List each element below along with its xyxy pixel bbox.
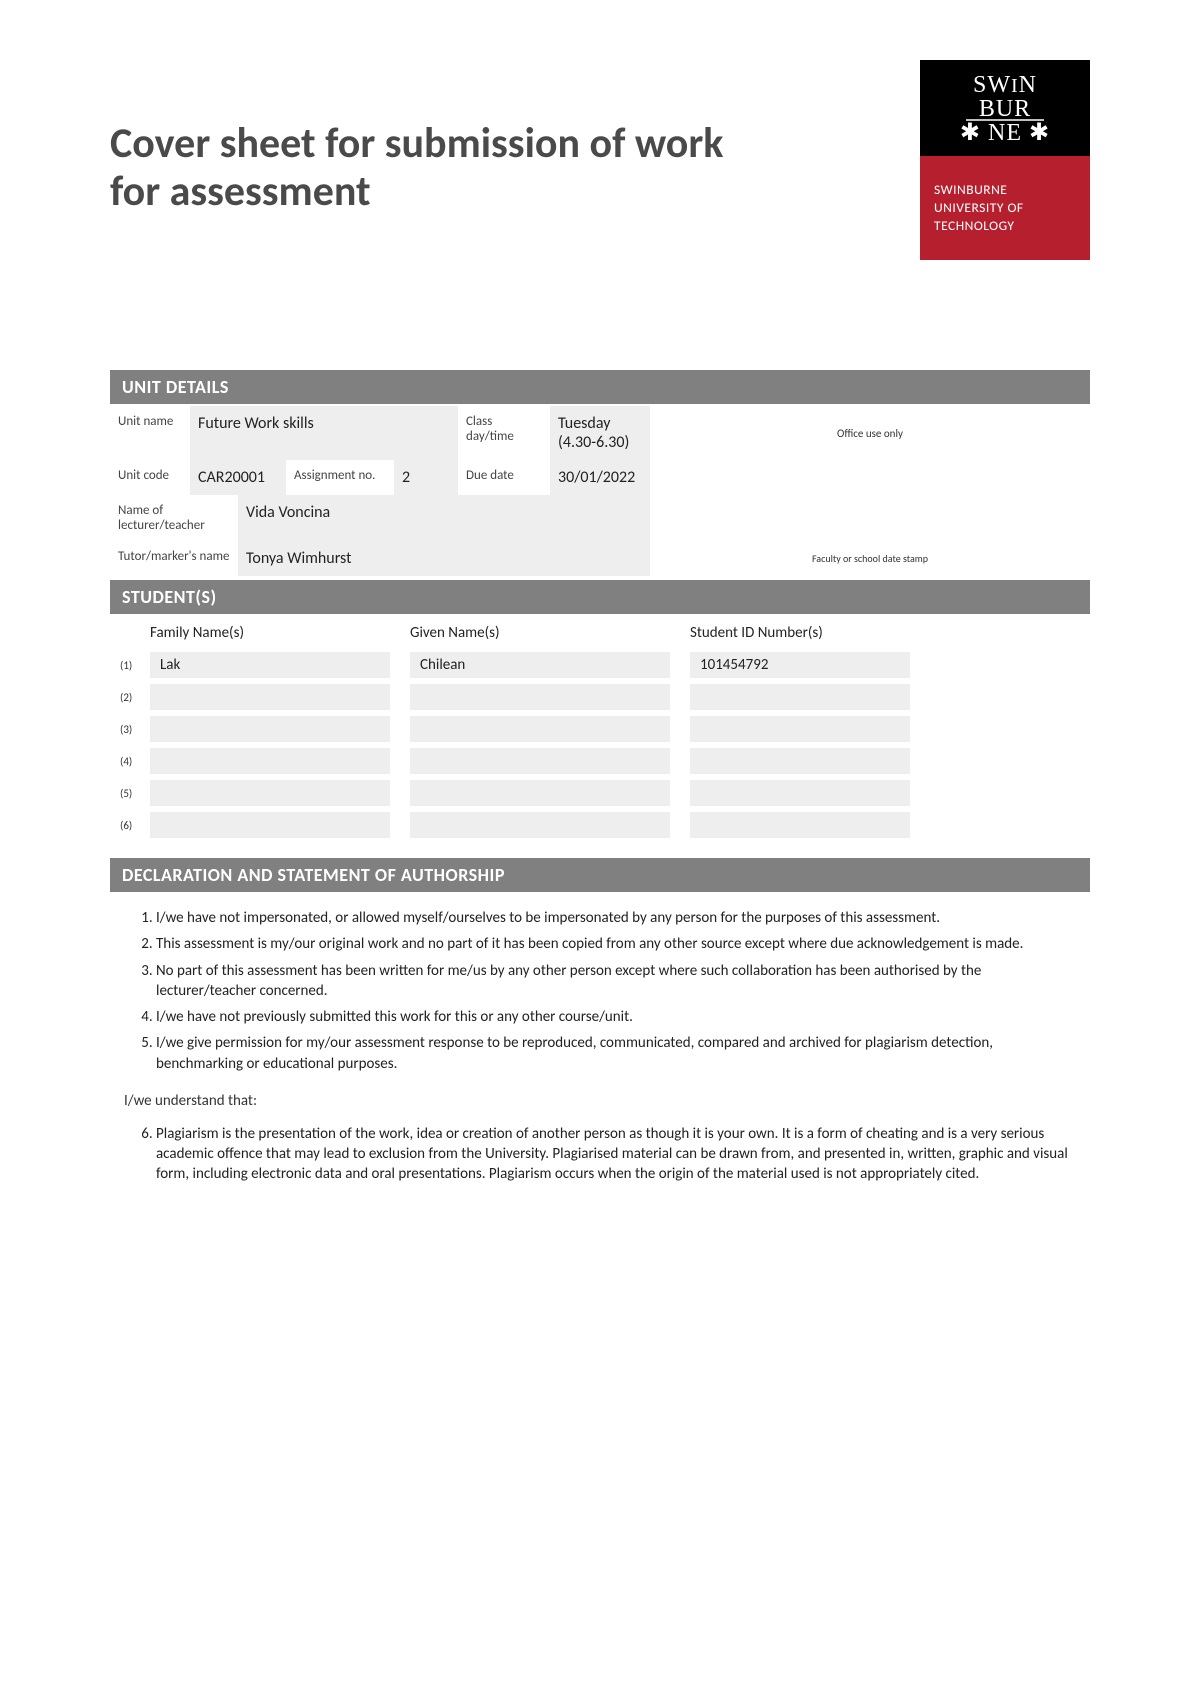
header: Cover sheet for submission of work for a… (110, 60, 1090, 260)
title-block: Cover sheet for submission of work for a… (110, 60, 760, 217)
logo-top: SWIN BUR ✱ NE ✱ (920, 60, 1090, 156)
page-title: Cover sheet for submission of work for a… (110, 120, 760, 217)
logo-svg: SWIN BUR ✱ NE ✱ (930, 68, 1080, 148)
students-header-row: Family Name(s) Given Name(s) Student ID … (110, 616, 1090, 646)
student-given-name (410, 780, 670, 806)
section-unit-details: UNIT DETAILS (110, 370, 1090, 406)
label-due-date: Due date (458, 460, 550, 495)
student-family-name (150, 780, 390, 806)
svg-text:BUR: BUR (979, 96, 1031, 122)
understand-label: I/we understand that: (110, 1084, 1090, 1110)
student-id (690, 684, 910, 710)
student-id: 101454792 (690, 652, 910, 678)
logo-bottom: SWINBURNE UNIVERSITY OF TECHNOLOGY (920, 156, 1090, 260)
student-row: (3) (110, 716, 1090, 742)
student-rows: (1)Lak Chilean 101454792 (2) (3) (4) (5) (6) (110, 652, 1090, 838)
label-class-daytime: Class day/time (458, 406, 550, 460)
student-row-number: (4) (120, 749, 150, 774)
logo-text-3: TECHNOLOGY (934, 217, 1015, 235)
svg-text:✱ NE ✱: ✱ NE ✱ (960, 120, 1050, 146)
student-given-name: Chilean (410, 652, 670, 678)
value-tutor: Tonya Wimhurst (238, 541, 650, 576)
student-id (690, 748, 910, 774)
student-given-name (410, 684, 670, 710)
student-row: (2) (110, 684, 1090, 710)
student-id (690, 716, 910, 742)
section-declaration: DECLARATION AND STATEMENT OF AUTHORSHIP (110, 858, 1090, 894)
unit-details-table: Unit name Future Work skills Class day/t… (110, 406, 1090, 576)
student-id (690, 780, 910, 806)
svg-text:SWIN: SWIN (973, 72, 1037, 98)
header-family-name: Family Name(s) (150, 624, 390, 642)
header-student-id: Student ID Number(s) (690, 624, 910, 642)
declaration-item: I/we give permission for my/our assessme… (156, 1033, 1076, 1074)
value-lecturer: Vida Voncina (238, 495, 650, 541)
student-row: (1)Lak Chilean 101454792 (110, 652, 1090, 678)
label-assignment-no: Assignment no. (286, 460, 394, 495)
value-unit-name: Future Work skills (190, 406, 458, 460)
student-row: (6) (110, 812, 1090, 838)
student-family-name (150, 812, 390, 838)
section-students: STUDENT(S) (110, 580, 1090, 616)
student-given-name (410, 748, 670, 774)
header-given-name: Given Name(s) (410, 624, 670, 642)
logo-text-1: SWINBURNE (934, 181, 1007, 199)
student-family-name (150, 684, 390, 710)
label-lecturer: Name of lecturer/teacher (110, 495, 238, 541)
label-unit-name: Unit name (110, 406, 190, 460)
student-family-name: Lak (150, 652, 390, 678)
student-row-number: (1) (120, 653, 150, 678)
student-id (690, 812, 910, 838)
declaration-item: I/we have not previously submitted this … (156, 1007, 1076, 1027)
swinburne-logo: SWIN BUR ✱ NE ✱ SWINBURNE UNIVERSITY OF … (920, 60, 1090, 260)
student-row: (4) (110, 748, 1090, 774)
student-row-number: (5) (120, 781, 150, 806)
declaration-item: I/we have not impersonated, or allowed m… (156, 908, 1076, 928)
declaration-item-6: Plagiarism is the presentation of the wo… (156, 1124, 1076, 1185)
declaration-list-6: Plagiarism is the presentation of the wo… (110, 1110, 1090, 1195)
lecturer-blank (650, 495, 1090, 541)
label-tutor: Tutor/marker's name (110, 541, 238, 576)
declaration-item: No part of this assessment has been writ… (156, 961, 1076, 1002)
student-row: (5) (110, 780, 1090, 806)
label-unit-code: Unit code (110, 460, 190, 495)
student-family-name (150, 748, 390, 774)
declaration-item: This assessment is my/our original work … (156, 934, 1076, 954)
label-office-use: Office use only (650, 406, 1090, 460)
student-row-number: (3) (120, 717, 150, 742)
declaration-list: I/we have not impersonated, or allowed m… (110, 894, 1090, 1084)
student-family-name (150, 716, 390, 742)
student-row-number: (2) (120, 685, 150, 710)
student-given-name (410, 716, 670, 742)
logo-text-2: UNIVERSITY OF (934, 199, 1024, 217)
office-use-space (650, 460, 1090, 495)
value-due-date: 30/01/2022 (550, 460, 650, 495)
value-class-daytime: Tuesday (4.30-6.30) (550, 406, 650, 460)
student-row-number: (6) (120, 813, 150, 838)
value-unit-code: CAR20001 (190, 460, 286, 495)
value-assignment-no: 2 (394, 460, 458, 495)
student-given-name (410, 812, 670, 838)
label-faculty-stamp: Faculty or school date stamp (650, 541, 1090, 576)
